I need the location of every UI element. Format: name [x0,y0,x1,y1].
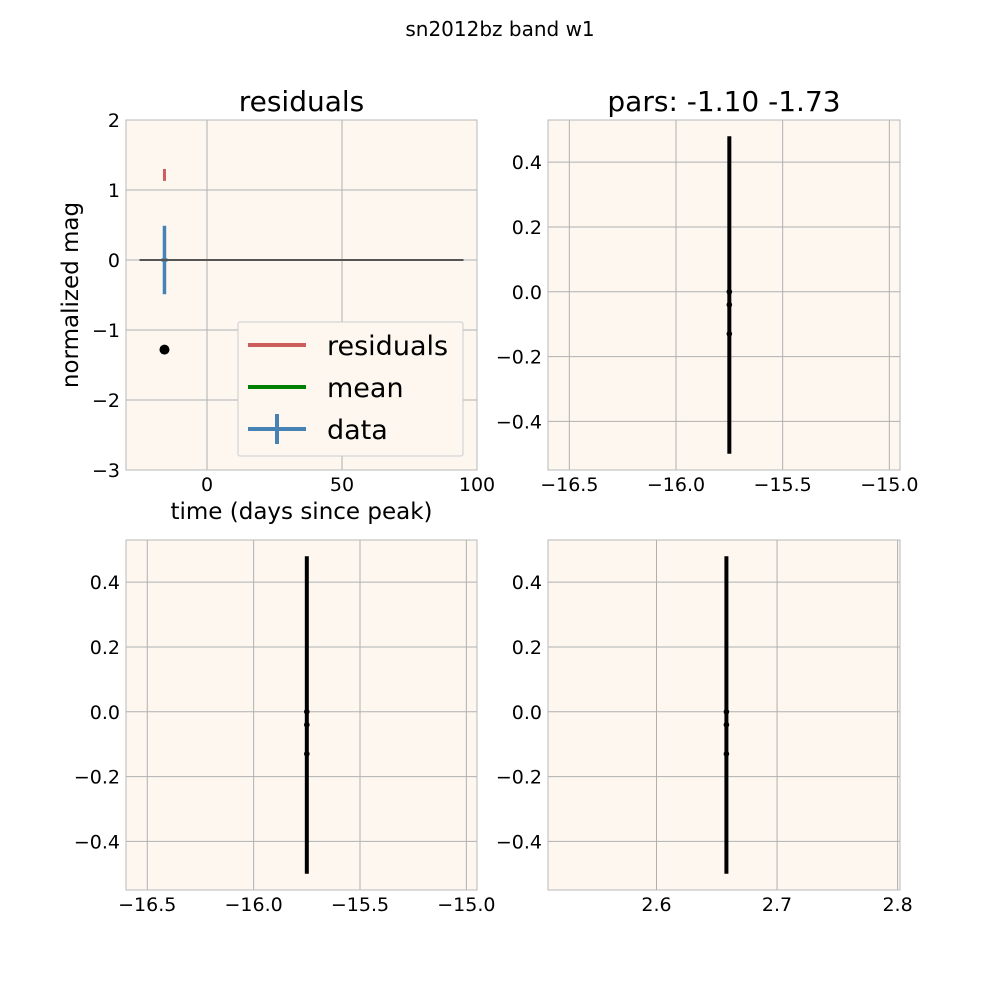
y-tick-label: −2 [92,390,120,412]
x-tick-label: −15.5 [331,894,389,916]
x-tick-label: 100 [459,474,495,496]
x-tick-label: 2.8 [882,894,912,916]
axes-frame [547,119,901,471]
legend-box [237,321,464,457]
plot-area [548,540,900,890]
x-tick-label: −16.0 [225,894,283,916]
y-tick-label: −0.4 [74,831,120,853]
panels: 0 50 100 −3 −2 −1 0 1 2 residuals time (days since… [58,85,918,916]
chart-panel-top-right: −16.5 −16.0 −15.5 −15.0 −0.4 −0.2 0.0 0.2 0.4 par… [496,85,919,496]
y-tick-label: 0.0 [90,702,120,724]
data-point [304,751,310,757]
y-tick-label: −0.2 [74,767,120,789]
x-tick-label: 0 [201,474,213,496]
y-tick-label: −1 [92,320,120,342]
y-tick-label: −0.2 [496,767,542,789]
data-point [726,331,733,337]
x-tick-label: −15.0 [860,474,918,496]
x-tick-label: 2.7 [762,894,792,916]
plot-area [126,540,477,890]
y-tick-label: −0.2 [496,347,542,369]
y-tick-label: 0.2 [512,637,542,659]
legend-label-residuals: residuals [327,331,448,362]
x-tick-label: −16.5 [118,894,176,916]
y-tick-label: 0.0 [512,282,542,304]
y-tick-label: 0.2 [512,217,542,239]
chart-panel-bottom-left: −16.5 −16.0 −15.5 −15.0 −0.4 −0.2 0.0 0.2 0.4 [74,539,495,916]
legend-label-data: data [327,415,388,446]
panel-title: residuals [239,85,365,118]
y-tick-label: 2 [108,110,120,132]
data-point [304,708,310,715]
y-tick-label: 0.4 [512,152,542,174]
y-tick-label: −0.4 [496,831,542,853]
chart-panel-top-left: 0 50 100 −3 −2 −1 0 1 2 residuals time (days since… [58,85,495,525]
y-tick-label: 0.0 [512,702,542,724]
data-point [726,288,733,295]
legend-label-mean: mean [327,373,404,404]
axes-frame [547,539,901,891]
data-point [304,721,310,728]
y-tick-label: −3 [92,460,120,482]
x-tick-label: 2.6 [641,894,671,916]
panel-title: pars: -1.10 -1.73 [607,85,840,118]
y-tick-label: 1 [108,180,120,202]
legend: residuals mean data [237,321,464,457]
data-point [726,301,733,308]
data-point [723,708,730,715]
data-point [723,721,730,728]
y-tick-label: 0.4 [512,572,542,594]
axes-frame [125,539,478,891]
x-tick-label: −16.0 [647,474,705,496]
y-axis-label: normalized mag [58,202,84,388]
data-point [159,344,170,355]
y-tick-label: 0.4 [90,572,120,594]
x-axis-label: time (days since peak) [170,499,432,525]
x-tick-label: −15.5 [754,474,812,496]
y-tick-label: −0.4 [496,411,542,433]
axes-frame [125,119,478,471]
y-tick-label: 0.2 [90,637,120,659]
x-tick-label: 50 [330,474,354,496]
figure-suptitle: sn2012bz band w1 [405,17,594,41]
x-tick-label: −15.0 [437,894,495,916]
plot-area [548,120,900,470]
x-tick-label: −16.5 [540,474,598,496]
chart-panel-bottom-right: 2.6 2.7 2.8 −0.4 −0.2 0.0 0.2 0.4 [496,539,913,916]
data-point [723,751,730,757]
y-tick-label: 0 [108,250,120,272]
